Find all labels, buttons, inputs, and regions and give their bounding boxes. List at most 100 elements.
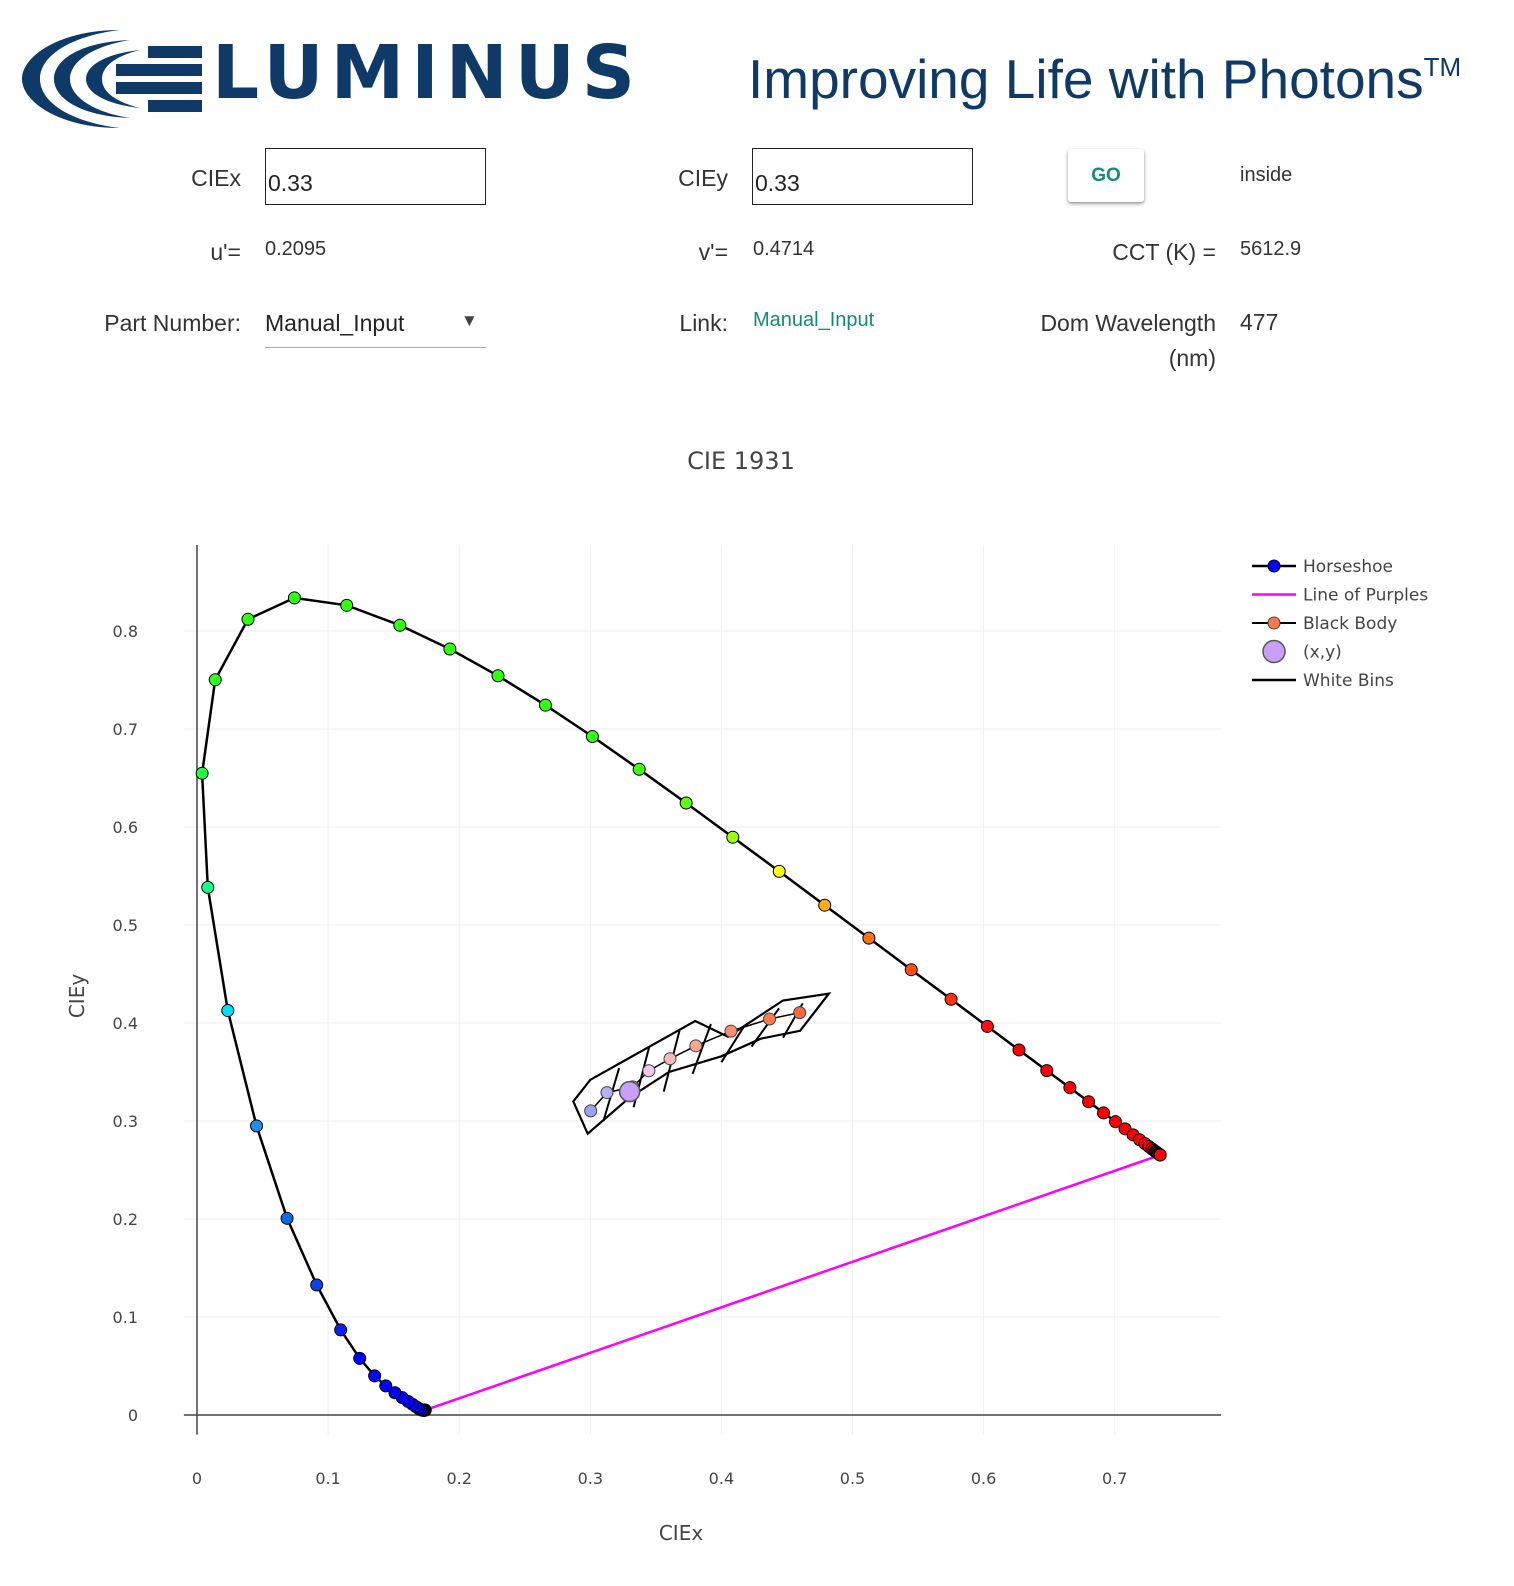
horseshoe-point — [772, 864, 786, 878]
horseshoe-point — [491, 669, 505, 683]
horseshoe-point — [904, 963, 918, 977]
white-bin-divider — [691, 1023, 712, 1075]
status-text: inside — [1240, 164, 1293, 186]
y-tick-label: 0.7 — [113, 720, 138, 739]
horseshoe-point — [585, 730, 599, 744]
horseshoe-point — [241, 612, 255, 626]
black-body-point — [584, 1104, 598, 1118]
part-link[interactable]: Manual_Input — [753, 309, 875, 331]
luminus-logo-icon — [22, 30, 202, 128]
black-body-point — [663, 1052, 677, 1066]
legend-label: Black Body — [1303, 614, 1397, 634]
horseshoe-point — [334, 1323, 348, 1337]
dom-wavelength-label-line1: Dom Wavelength — [1040, 310, 1216, 336]
horseshoe-point — [1040, 1064, 1054, 1078]
chart-title: CIE 1931 — [687, 447, 795, 475]
cie-chart[interactable]: 0 0.1 0.2 0.3 0.4 0.5 0.6 0.7 0 0.1 0.2 0.3 0.4 0.5 0.… — [0, 490, 1514, 1580]
horseshoe-point — [353, 1351, 367, 1365]
tagline-text: Improving Life with Photons — [748, 48, 1424, 110]
go-button[interactable]: GO — [1068, 149, 1144, 202]
legend-horseshoe-marker — [1267, 559, 1281, 573]
black-body-point — [600, 1086, 614, 1100]
xy-point-marker — [618, 1080, 641, 1103]
x-tick-label: 0.2 — [446, 1469, 471, 1488]
horseshoe-point — [208, 673, 222, 687]
horseshoe-point — [1097, 1106, 1111, 1120]
legend-label: (x,y) — [1303, 643, 1342, 663]
ciey-label: CIEy — [678, 165, 728, 191]
horseshoe-point — [1153, 1148, 1167, 1162]
grid — [183, 545, 1221, 1435]
legend-point-marker — [1262, 639, 1286, 664]
horseshoe-line — [200, 596, 1162, 1412]
horseshoe-point — [280, 1211, 294, 1225]
white-bin-divider — [720, 1026, 745, 1063]
horseshoe-point — [944, 992, 958, 1006]
x-tick-label: 0 — [192, 1469, 202, 1488]
y-tick-label: 0.5 — [113, 916, 138, 935]
trademark-mark: TM — [1423, 52, 1462, 82]
dom-wavelength-value: 477 — [1240, 309, 1279, 335]
horseshoe-point — [726, 830, 740, 844]
u-prime-label: u'= — [210, 239, 241, 265]
legend-label: Horseshoe — [1303, 557, 1393, 577]
y-tick-label: 0.4 — [113, 1014, 138, 1033]
horseshoe-point — [287, 591, 301, 605]
x-tick-label: 0.3 — [578, 1469, 603, 1488]
line-of-purples-series — [424, 1153, 1161, 1412]
horseshoe-point — [393, 618, 407, 632]
horseshoe-point — [1108, 1115, 1122, 1129]
black-body-point — [793, 1006, 807, 1020]
x-tick-label: 0.1 — [315, 1469, 340, 1488]
horseshoe-series — [195, 591, 1167, 1417]
cct-label: CCT (K) = — [1112, 239, 1216, 265]
dom-wavelength-label: Dom Wavelength (nm) — [1040, 310, 1216, 372]
v-prime-label: v'= — [698, 239, 728, 265]
logo-text: LUMINUS — [212, 30, 643, 116]
black-body-point — [763, 1012, 777, 1026]
ciey-input[interactable] — [752, 148, 973, 205]
black-body-point — [724, 1024, 738, 1038]
y-tick-label: 0.8 — [113, 622, 138, 641]
horseshoe-point — [201, 880, 215, 894]
x-tick-label: 0.7 — [1102, 1469, 1127, 1488]
y-axis-title: CIEy — [65, 974, 89, 1019]
horseshoe-point — [818, 898, 832, 912]
x-tick-label: 0.4 — [709, 1469, 734, 1488]
tagline: Improving Life with PhotonsTM — [748, 52, 1461, 107]
black-body-series — [584, 1006, 807, 1118]
v-prime-value: 0.4714 — [753, 238, 815, 260]
cct-value: 5612.9 — [1240, 238, 1302, 260]
horseshoe-point — [368, 1369, 382, 1383]
horseshoe-point — [679, 796, 693, 810]
dom-wavelength-label-line2: (nm) — [1168, 345, 1216, 371]
dropdown-arrow-icon: ▼ — [461, 311, 478, 330]
horseshoe-point — [1082, 1095, 1096, 1109]
y-tick-label: 0 — [128, 1406, 138, 1425]
header: LUMINUS Improving Life with PhotonsTM — [0, 0, 1514, 140]
part-number-select[interactable]: Manual_Input ▼ — [265, 305, 486, 348]
ciex-label: CIEx — [191, 165, 241, 191]
y-tick-label: 0.6 — [113, 818, 138, 837]
horseshoe-point — [538, 698, 552, 712]
horseshoe-point — [310, 1278, 324, 1292]
horseshoe-point — [862, 931, 876, 945]
line-of-purples — [424, 1153, 1161, 1412]
legend-blackbody-marker — [1267, 616, 1281, 630]
white-bin-divider — [750, 1007, 780, 1048]
black-body-point — [689, 1039, 703, 1053]
horseshoe-point — [443, 642, 457, 656]
x-tick-label: 0.6 — [971, 1469, 996, 1488]
horseshoe-point — [1012, 1043, 1026, 1057]
part-number-label: Part Number: — [104, 310, 241, 336]
horseshoe-point — [379, 1379, 393, 1393]
ciex-input[interactable] — [265, 148, 486, 205]
y-tick-label: 0.3 — [113, 1112, 138, 1131]
horseshoe-point — [221, 1004, 235, 1018]
horseshoe-point — [388, 1386, 402, 1400]
horseshoe-point — [340, 598, 354, 612]
xy-point-series — [618, 1080, 641, 1103]
part-number-value: Manual_Input — [265, 310, 405, 336]
horseshoe-point — [1063, 1081, 1077, 1095]
black-body-point — [642, 1064, 656, 1078]
